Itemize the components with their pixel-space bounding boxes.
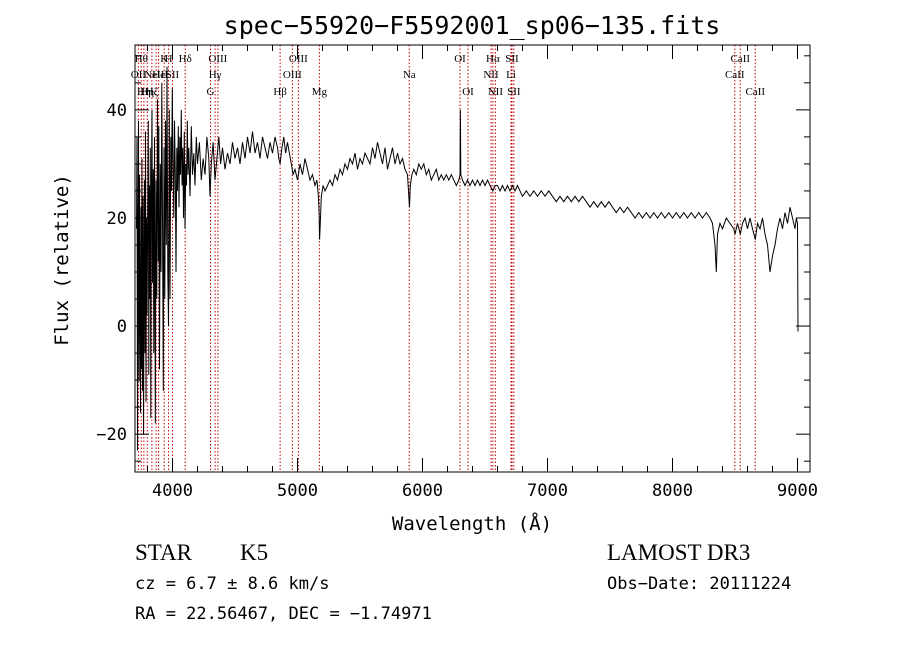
line-label-23: NII	[488, 86, 504, 98]
y-tick-label-3: 40	[107, 101, 127, 121]
spectral-line-markers	[137, 45, 756, 472]
x-axis-ticks: 4000 5000 6000 7000 8000 9000	[147, 45, 818, 501]
y-axis-ticks: −20 0 20 40	[96, 55, 810, 462]
redshift-velocity: cz = 6.7 ± 8.6 km/s	[135, 574, 329, 594]
x-tick-label-1: 5000	[277, 481, 318, 501]
line-label-13: OIII	[208, 53, 227, 65]
line-label-7: K	[160, 53, 168, 65]
x-tick-label-4: 8000	[652, 481, 693, 501]
line-label-25: SII	[505, 53, 519, 65]
line-label-12: Hγ	[209, 69, 222, 81]
y-axis-label: Flux (relative)	[51, 174, 73, 346]
line-label-2: Hη	[137, 86, 151, 98]
x-axis-label: Wavelength (Å)	[392, 512, 552, 535]
chart-title: spec−55920−F5592001_sp06−135.fits	[224, 11, 721, 40]
line-label-22: Hα	[486, 53, 500, 65]
flux-line	[136, 66, 799, 451]
line-label-11: G	[207, 86, 215, 98]
x-tick-label-2: 6000	[402, 481, 443, 501]
line-label-9: SII	[166, 69, 180, 81]
line-label-21: NII	[483, 69, 499, 81]
x-tick-label-3: 7000	[527, 481, 568, 501]
line-label-20: OI	[462, 86, 474, 98]
line-label-15: OIII	[283, 69, 302, 81]
coordinates: RA = 22.56467, DEC = −1.74971	[135, 604, 432, 624]
line-label-3: Hη	[140, 86, 154, 98]
line-label-8: H	[165, 53, 173, 65]
y-tick-label-2: 20	[107, 209, 127, 229]
observation-date: Obs−Date: 20111224	[607, 574, 791, 594]
line-label-16: OIII	[289, 53, 308, 65]
line-label-4: Hζ	[146, 86, 159, 98]
line-label-5: NeIII	[144, 69, 168, 81]
survey-name: LAMOST DR3	[607, 540, 750, 565]
line-label-24: Li	[506, 69, 516, 81]
line-label-27: CaII	[725, 69, 745, 81]
line-label-19: OI	[454, 53, 466, 65]
line-label-26: SII	[507, 86, 521, 98]
x-tick-label-0: 4000	[152, 481, 193, 501]
line-label-1: Hθ	[135, 53, 148, 65]
spectral-line-labels: OIIHθHηHηHζNeIIIHeKHSIIHδGHγOIIIHβOIIIOI…	[131, 53, 766, 98]
x-tick-label-5: 9000	[777, 481, 818, 501]
line-label-29: CaII	[745, 86, 765, 98]
object-class: STAR	[135, 540, 193, 565]
line-label-18: Na	[403, 69, 416, 81]
line-label-6: He	[152, 69, 165, 81]
line-label-28: CaII	[730, 53, 750, 65]
line-label-17: Mg	[312, 86, 328, 98]
line-label-10: Hδ	[179, 53, 192, 65]
y-tick-label-1: 0	[117, 317, 127, 337]
y-tick-label-0: −20	[96, 425, 127, 445]
object-subclass: K5	[240, 540, 268, 565]
line-label-14: Hβ	[273, 86, 287, 98]
